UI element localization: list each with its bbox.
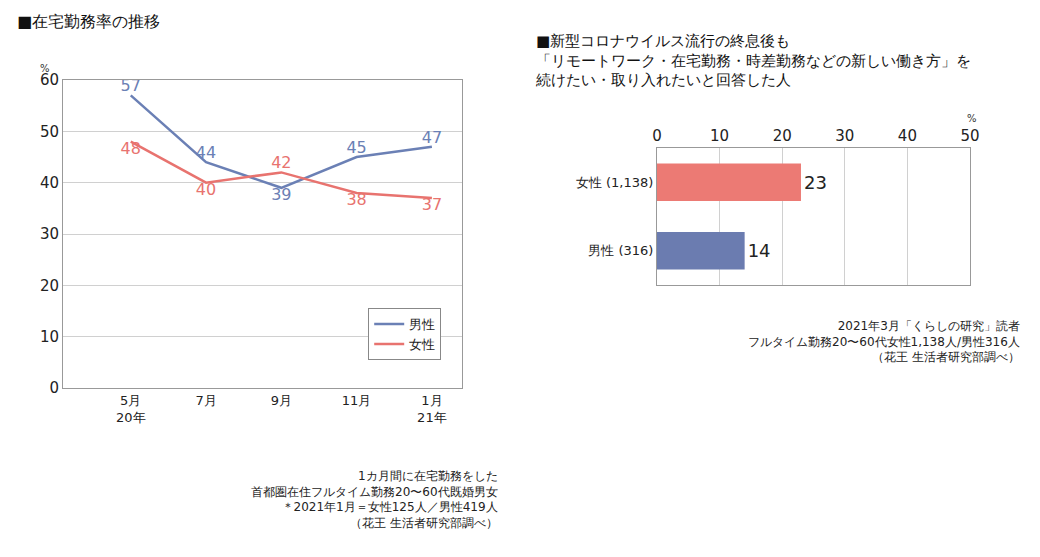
svg-text:男性 (316): 男性 (316) [588,243,653,258]
svg-text:1カ月間に在宅勤務をした首都圏在住フルタイム勤務20〜60代: 1カ月間に在宅勤務をした首都圏在住フルタイム勤務20〜60代既婚男女＊2021年… [251,469,498,530]
svg-text:37: 37 [422,195,442,214]
svg-text:40: 40 [196,180,216,199]
svg-text:■新型コロナウイルス流行の終息後も「リモートワーク・在宅勤務: ■新型コロナウイルス流行の終息後も「リモートワーク・在宅勤務・時差勤務などの新し… [535,32,971,89]
svg-text:%: % [967,113,977,124]
svg-text:10: 10 [710,127,729,145]
svg-text:57: 57 [121,76,141,95]
svg-text:60: 60 [40,71,59,89]
svg-text:女性 (1,138): 女性 (1,138) [576,175,654,190]
svg-text:14: 14 [748,240,771,261]
svg-text:%: % [40,63,50,74]
svg-text:42: 42 [271,153,291,172]
svg-text:男性: 男性 [409,317,435,332]
svg-text:23: 23 [804,172,827,193]
svg-text:48: 48 [121,139,141,158]
svg-text:■在宅勤務率の推移: ■在宅勤務率の推移 [17,12,160,31]
svg-text:7月: 7月 [195,393,216,408]
svg-text:30: 30 [40,225,59,243]
svg-text:40: 40 [898,127,917,145]
svg-text:40: 40 [40,174,59,192]
svg-text:44: 44 [196,143,216,162]
svg-text:47: 47 [422,128,442,147]
svg-text:0: 0 [652,127,662,145]
svg-text:50: 50 [40,123,59,141]
svg-text:2021年3月「くらしの研究」読者フルタイム勤務20〜60代: 2021年3月「くらしの研究」読者フルタイム勤務20〜60代女性1,138人/男… [748,319,1020,364]
svg-text:女性: 女性 [409,337,435,352]
svg-text:5月20年: 5月20年 [116,393,146,425]
svg-text:20: 20 [773,127,792,145]
svg-text:1月21年: 1月21年 [417,393,447,425]
svg-text:30: 30 [835,127,854,145]
svg-text:45: 45 [346,138,366,157]
svg-text:0: 0 [49,379,59,397]
svg-text:20: 20 [40,277,59,295]
svg-text:50: 50 [960,127,979,145]
svg-text:10: 10 [40,328,59,346]
svg-text:38: 38 [346,190,366,209]
svg-text:11月: 11月 [342,393,372,408]
svg-text:39: 39 [271,185,291,204]
svg-text:9月: 9月 [271,393,292,408]
